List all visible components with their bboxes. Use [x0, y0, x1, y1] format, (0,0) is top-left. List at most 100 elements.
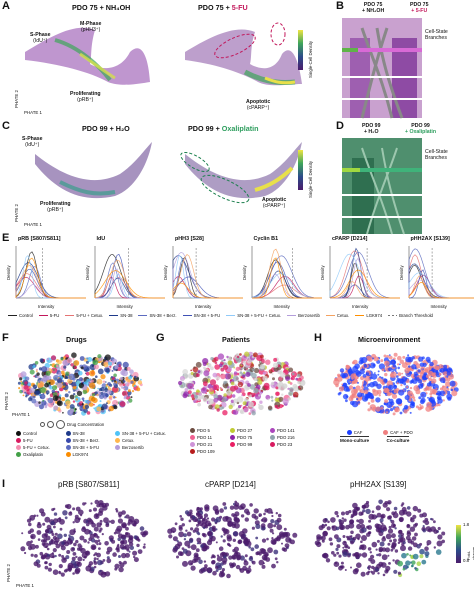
i-scatter-point: [386, 507, 391, 512]
i-scatter-point: [422, 529, 426, 533]
i-scatter-point: [424, 551, 430, 557]
i-scatter-point: [246, 511, 251, 516]
e-density-curve: [330, 247, 400, 299]
d-branch-diagram: [342, 138, 422, 235]
e-plot-title: pHH2AX [S139]: [410, 236, 450, 242]
i-scatter-point: [106, 550, 110, 555]
i-scatter-point: [401, 506, 407, 512]
scatter-point: [298, 386, 301, 388]
i-scatter-point: [141, 533, 146, 538]
e-legend-item: Cetux.: [325, 313, 349, 318]
scatter-point: [219, 404, 222, 407]
i-scatter-point: [382, 573, 386, 577]
i-scatter-point: [98, 547, 101, 550]
i-xaxis: PHATE 1: [16, 583, 34, 588]
i-scatter-point: [59, 527, 63, 531]
i-scatter-point: [414, 532, 418, 537]
a-xaxis: PHATE 1: [24, 110, 42, 115]
scatter-point: [287, 387, 290, 391]
i-scatter-point: [30, 540, 33, 543]
scatter-point: [195, 373, 200, 378]
scatter-point: [111, 369, 114, 372]
i-scatter-point: [69, 540, 73, 544]
scatter-point: [367, 408, 371, 412]
scatter-point: [376, 383, 382, 389]
c-label-apoptotic: Apoptotic (cPARP⁺): [262, 197, 287, 209]
e-density-curve: [172, 276, 243, 299]
scatter-point: [244, 351, 250, 357]
i-scatter-point: [284, 543, 290, 548]
scatter-point: [214, 356, 219, 362]
a-label-apoptotic: Apoptotic (cPARP⁺): [246, 99, 271, 111]
scatter-point: [400, 384, 403, 387]
scatter-point: [431, 368, 435, 372]
scatter-point: [446, 371, 451, 376]
scatter-point: [238, 405, 242, 409]
e-density-curve: [251, 274, 322, 299]
scatter-point: [32, 365, 36, 369]
i-scatter-point: [116, 525, 123, 532]
scatter-point: [260, 389, 263, 392]
i-scatter-point: [133, 535, 138, 540]
i-scatter-point: [325, 558, 331, 563]
i-scatter-point: [190, 544, 197, 551]
scatter-point: [435, 366, 440, 371]
i-scatter-point: [178, 525, 183, 529]
scatter-point: [117, 361, 122, 366]
scatter-point: [52, 368, 55, 371]
scatter-point: [197, 370, 201, 374]
i-scatter-point: [380, 515, 385, 519]
i-cbar-tick-bottom: 0.8: [463, 558, 470, 563]
i-scatter-point: [437, 534, 443, 540]
b-top-left: PDO 75 + NH₄OH: [362, 2, 385, 14]
e-legend-item: SN-38 + 5-FU: [182, 313, 220, 318]
scatter-point: [257, 379, 263, 385]
scatter-point: [345, 364, 351, 370]
i-scatter-point: [322, 530, 328, 536]
scatter-point: [111, 358, 118, 364]
i-colorbar-label: Fold-change vs Control: [466, 546, 474, 560]
scatter-point: [243, 371, 246, 374]
i-scatter-point: [345, 545, 348, 548]
i-scatter-point: [391, 523, 396, 529]
scatter-point: [242, 401, 247, 406]
scatter-point: [122, 383, 126, 387]
scatter-point: [349, 380, 352, 383]
scatter-point: [97, 387, 100, 390]
i-scatter-point: [376, 512, 382, 518]
scatter-point: [409, 386, 413, 390]
scatter-point: [368, 389, 370, 391]
scatter-point: [202, 381, 208, 387]
i-scatter-point: [422, 520, 426, 523]
scatter-point: [207, 363, 212, 368]
panel-letter-g: G: [156, 332, 165, 344]
i-scatter-point: [101, 533, 104, 536]
i-scatter-point: [66, 550, 71, 554]
i-scatter-point: [335, 526, 340, 531]
i-scatter-point: [394, 527, 397, 530]
scatter-point: [355, 370, 361, 375]
scatter-point: [417, 406, 422, 411]
i-scatter-point: [345, 524, 350, 530]
i-scatter-point: [139, 526, 145, 531]
g-scatter: [178, 351, 306, 416]
scatter-point: [47, 397, 54, 404]
scatter-point: [93, 364, 99, 370]
i-scatter-point: [45, 528, 50, 534]
e-xlabel: Intensity: [116, 304, 133, 309]
i-scatter-point: [115, 548, 118, 551]
i-scatter-point: [316, 534, 322, 540]
i-scatter-point: [72, 572, 75, 575]
i-scatter-point: [137, 549, 143, 554]
i-scatter-point: [236, 554, 242, 560]
i-scatter-point: [62, 510, 68, 516]
i-scatter-point: [355, 533, 361, 540]
i-scatter-point: [368, 557, 372, 562]
i-scatter-point: [57, 533, 63, 540]
scatter-point: [419, 399, 425, 405]
i-scatter-point: [378, 553, 382, 557]
i-scatter-point: [406, 531, 412, 537]
scatter-point: [352, 359, 358, 365]
scatter-point: [233, 398, 238, 404]
scatter-point: [118, 380, 122, 384]
